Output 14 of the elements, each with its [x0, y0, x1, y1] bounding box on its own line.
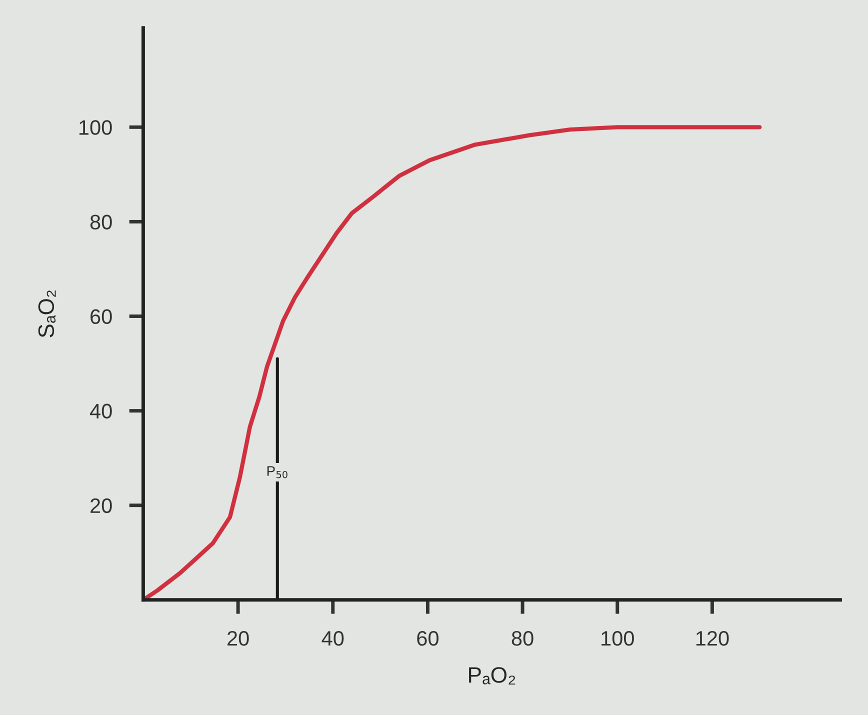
- y-tick-label: 80: [90, 214, 112, 230]
- x-tick-label: 40: [322, 630, 344, 646]
- x-tick-label: 100: [602, 630, 634, 646]
- annotation: P$_{50}$: [267, 466, 288, 478]
- y-tick-label: 60: [90, 309, 112, 324]
- y-tick-label: 40: [90, 404, 112, 419]
- x-tick-label: 80: [512, 630, 534, 646]
- x-tick-label: 20: [228, 630, 249, 646]
- x-axis-title: PₐO₂: [469, 667, 516, 685]
- y-tick-label: 20: [90, 498, 112, 514]
- y-axis-title: SₐO₂: [38, 290, 56, 338]
- y-tick-label: 100: [79, 120, 112, 135]
- x-tick-label: 60: [417, 630, 438, 646]
- x-tick-label: 120: [696, 630, 729, 646]
